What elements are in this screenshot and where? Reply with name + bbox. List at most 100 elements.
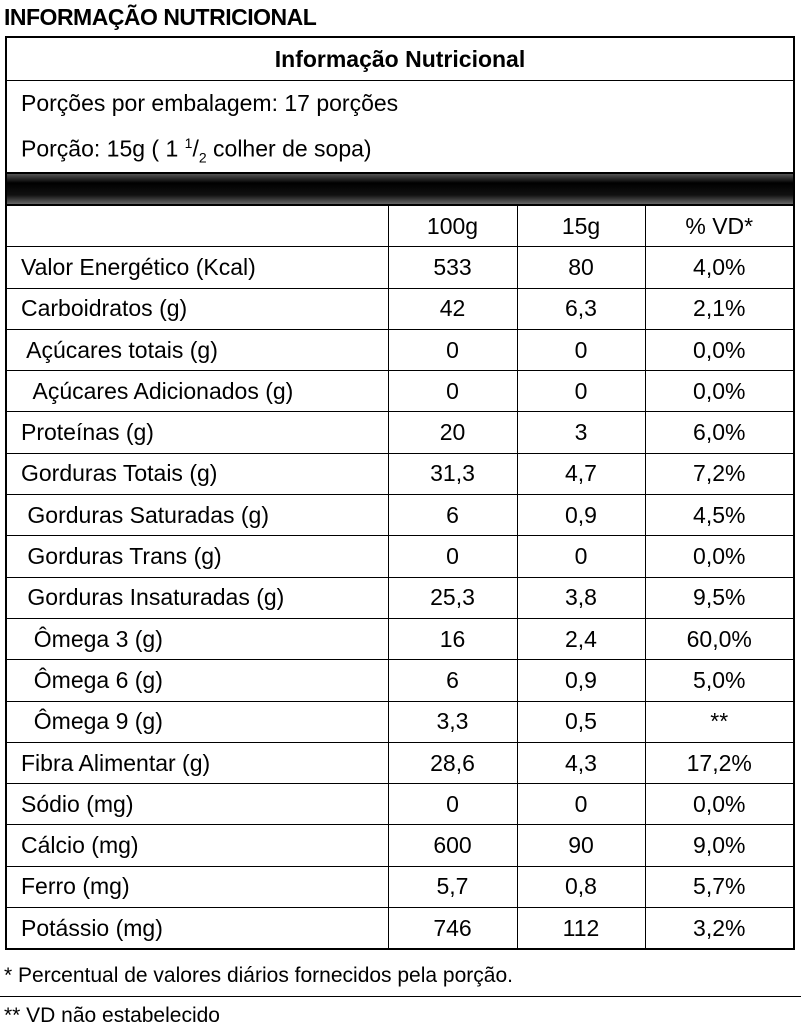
cell: 7,2%: [644, 452, 793, 496]
footnote: ** VD não estabelecido: [4, 1004, 220, 1027]
cell: 25,3: [387, 576, 518, 619]
row-label: Açúcares totais (g): [7, 328, 389, 372]
cell: 100g: [387, 206, 518, 248]
table-row: Cálcio (mg) 600 90 9,0%: [7, 824, 793, 867]
table-row: Gorduras Trans (g) 0 0 0,0%: [7, 535, 793, 578]
cell: 6,3: [516, 287, 646, 330]
cell: 20: [387, 411, 518, 454]
cell: 0: [516, 783, 646, 826]
footnote: * Percentual de valores diários fornecid…: [4, 964, 513, 987]
portion: Porção: 15g ( 1 1/2 colher de sopa): [7, 123, 793, 165]
row-label: Ômega 3 (g): [7, 617, 389, 661]
separator-bar: [7, 172, 793, 206]
cell: 0: [387, 370, 518, 413]
cell: 2,1%: [644, 287, 793, 330]
cell: 0,0%: [644, 783, 793, 826]
row-label: Gorduras Saturadas (g): [7, 494, 389, 537]
row-label: Ômega 9 (g): [7, 700, 389, 743]
row-label: Fibra Alimentar (g): [7, 741, 389, 785]
panel-title: Informação Nutricional: [7, 38, 793, 81]
table-row: Gorduras Totais (g) 31,3 4,7 7,2%: [7, 452, 793, 496]
row-label: Carboidratos (g): [7, 287, 389, 330]
cell: 112: [516, 907, 646, 949]
table-row: Açúcares Adicionados (g) 0 0 0,0%: [7, 370, 793, 413]
cell: 5,7: [387, 865, 518, 909]
row-label: Proteínas (g): [7, 411, 389, 454]
cell: 0: [387, 535, 518, 578]
cell: 0,0%: [644, 370, 793, 413]
portion-suffix: colher de sopa): [206, 135, 372, 162]
cell: 90: [516, 824, 646, 867]
cell: **: [644, 700, 793, 743]
table-row: Açúcares totais (g) 0 0 0,0%: [7, 328, 793, 372]
table-row: Ômega 3 (g) 16 2,4 60,0%: [7, 617, 793, 661]
table-row: Potássio (mg) 746 112 3,2%: [7, 907, 793, 949]
row-label: Gorduras Insaturadas (g): [7, 576, 389, 619]
portion-prefix: Porção: 15g ( 1: [21, 135, 185, 162]
cell: 31,3: [387, 452, 518, 496]
numerator: 1: [184, 135, 193, 151]
cell: % VD*: [644, 206, 793, 248]
table-row: Gorduras Saturadas (g) 6 0,9 4,5%: [7, 494, 793, 537]
table-row: Ômega 9 (g) 3,3 0,5 **: [7, 700, 793, 743]
nutrition-table: 100g 15g% VD* Valor Energético (Kcal) 533 80…: [7, 206, 793, 949]
cell: 3,2%: [644, 907, 793, 949]
row-label: [7, 206, 389, 248]
cell: 80: [516, 246, 646, 289]
row-label: Gorduras Totais (g): [7, 452, 389, 496]
row-label: Potássio (mg): [7, 907, 389, 949]
table-row: Gorduras Insaturadas (g) 25,3 3,8 9,5%: [7, 576, 793, 619]
cell: 9,0%: [644, 824, 793, 867]
table-row: Fibra Alimentar (g) 28,6 4,3 17,2%: [7, 741, 793, 785]
cell: 3,8: [516, 576, 646, 619]
cell: 15g: [516, 206, 646, 248]
cell: 3: [516, 411, 646, 454]
row-label: Cálcio (mg): [7, 824, 389, 867]
row-label: Sódio (mg): [7, 783, 389, 826]
cell: 0: [516, 370, 646, 413]
cell: 4,7: [516, 452, 646, 496]
cell: 0,0%: [644, 328, 793, 372]
cell: 0,9: [516, 659, 646, 702]
table-row: Proteínas (g) 20 3 6,0%: [7, 411, 793, 454]
cell: 0: [387, 783, 518, 826]
cell: 0,9: [516, 494, 646, 537]
cell: 0: [387, 328, 518, 372]
row-label: Ômega 6 (g): [7, 659, 389, 702]
row-label: Valor Energético (Kcal): [7, 246, 389, 289]
cell: 3,3: [387, 700, 518, 743]
cell: 6,0%: [644, 411, 793, 454]
table-row: Sódio (mg) 0 0 0,0%: [7, 783, 793, 826]
cell: 0,5: [516, 700, 646, 743]
table-row: Ômega 6 (g) 6 0,9 5,0%: [7, 659, 793, 702]
row-label: Ferro (mg): [7, 865, 389, 909]
cell: 6: [387, 659, 518, 702]
servings: Porções por embalagem: 17 porções: [21, 90, 399, 116]
cell: 0: [516, 535, 646, 578]
page-title: INFORMAÇÃO NUTRICIONAL: [4, 4, 317, 30]
cell: 600: [387, 824, 518, 867]
cell: 6: [387, 494, 518, 537]
cell: 2,4: [516, 617, 646, 661]
cell: 17,2%: [644, 741, 793, 785]
cell: 533: [387, 246, 518, 289]
table-row: Ferro (mg) 5,7 0,8 5,7%: [7, 865, 793, 909]
cell: 16: [387, 617, 518, 661]
cell: 4,0%: [644, 246, 793, 289]
nutrition-panel: Informação Nutricional Porções por embal…: [5, 36, 795, 951]
cell: 746: [387, 907, 518, 949]
cell: 60,0%: [644, 617, 793, 661]
cell: 5,7%: [644, 865, 793, 909]
row-label: Açúcares Adicionados (g): [7, 370, 389, 413]
cell: 0,8: [516, 865, 646, 909]
row-label: Gorduras Trans (g): [7, 535, 389, 578]
cell: 28,6: [387, 741, 518, 785]
footnote-rule: [0, 996, 801, 997]
table-row: Carboidratos (g) 42 6,3 2,1%: [7, 287, 793, 330]
cell: 0,0%: [644, 535, 793, 578]
cell: 4,3: [516, 741, 646, 785]
cell: 9,5%: [644, 576, 793, 619]
cell: 4,5%: [644, 494, 793, 537]
cell: 0: [516, 328, 646, 372]
